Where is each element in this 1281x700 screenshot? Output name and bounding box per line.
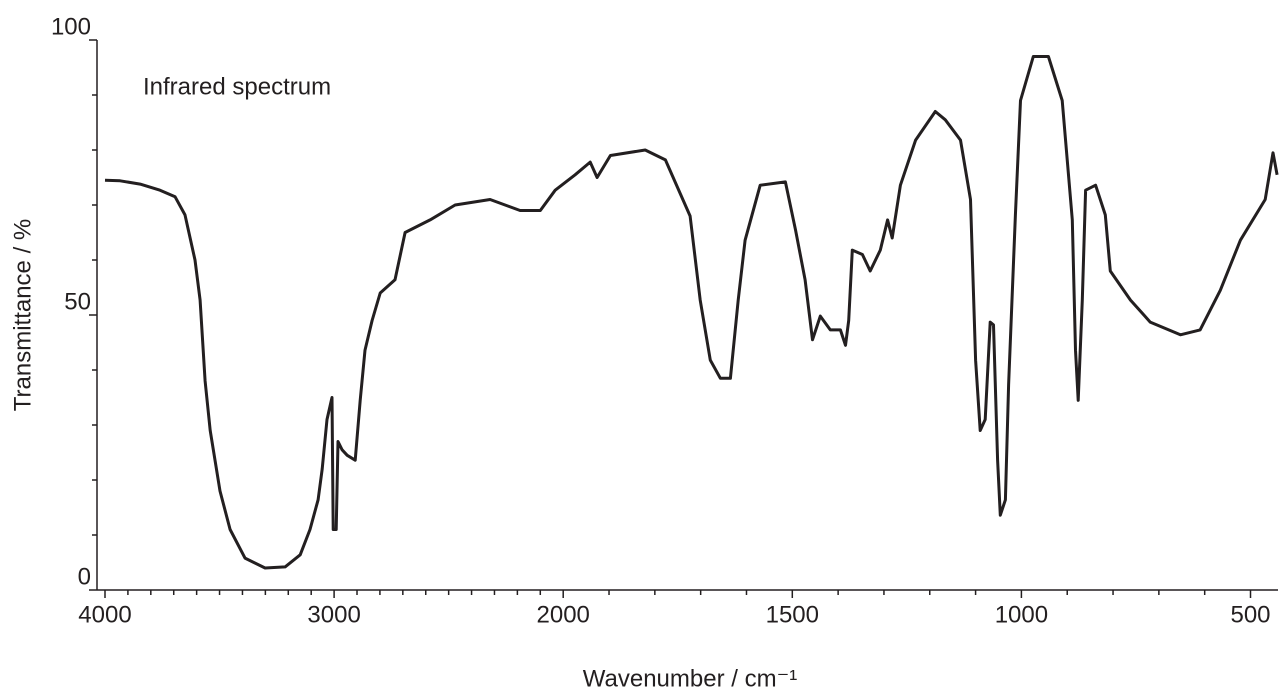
x-tick-label: 1500 <box>766 601 819 628</box>
x-tick-label: 2000 <box>537 601 590 628</box>
x-tick-label: 4000 <box>78 601 131 628</box>
y-tick-label: 100 <box>51 13 91 40</box>
annotation: Infrared spectrum <box>143 73 331 100</box>
y-tick-label: 50 <box>64 288 91 315</box>
x-tick-label: 1000 <box>995 601 1048 628</box>
x-tick-label: 3000 <box>307 601 360 628</box>
y-tick-label: 0 <box>78 563 91 590</box>
x-axis-label: Wavenumber / cm⁻¹ <box>583 665 798 692</box>
y-axis-label: Transmittance / % <box>9 219 36 412</box>
x-tick-label: 500 <box>1230 601 1270 628</box>
spectrum-line <box>104 55 1279 570</box>
